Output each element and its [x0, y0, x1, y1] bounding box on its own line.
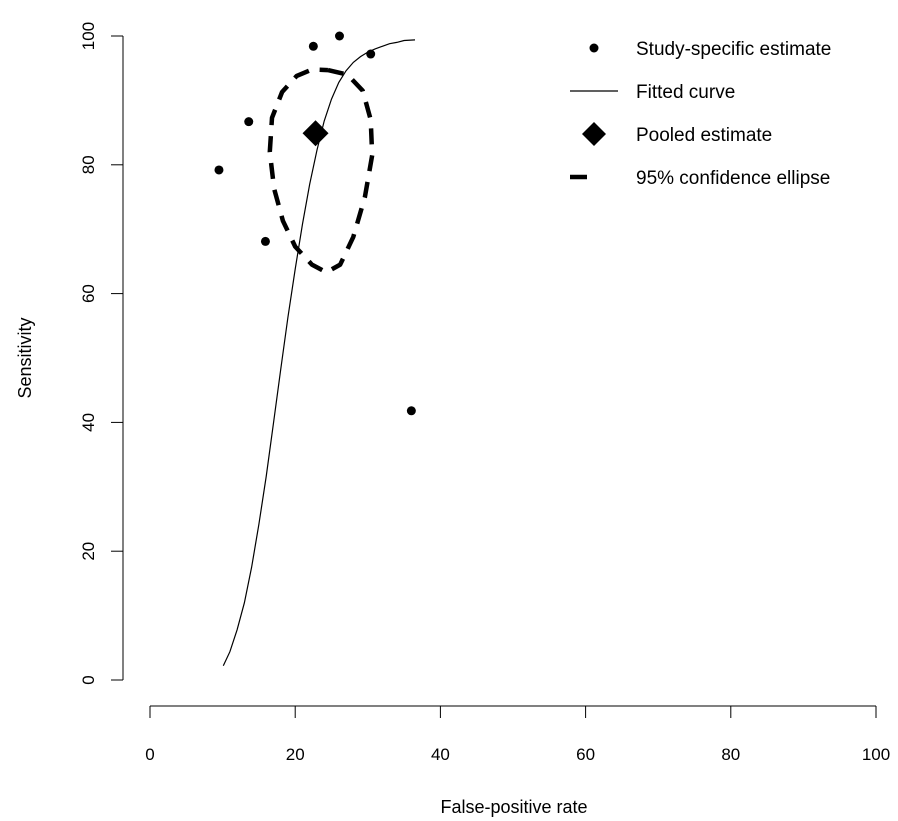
study-point [260, 236, 270, 246]
study-point [366, 49, 376, 59]
x-tick-label: 80 [721, 745, 740, 764]
study-point [244, 117, 254, 127]
x-axis-label: False-positive rate [440, 797, 587, 817]
x-tick-label: 100 [862, 745, 890, 764]
x-tick-label: 60 [576, 745, 595, 764]
y-tick-label: 80 [79, 155, 98, 174]
study-point [334, 31, 344, 41]
legend-label: Fitted curve [636, 82, 735, 103]
legend: Study-specific estimate Fitted curve Poole… [570, 39, 831, 189]
y-axis-label: Sensitivity [15, 317, 35, 398]
y-tick-label: 40 [79, 413, 98, 432]
legend-diamond-icon [582, 122, 606, 146]
legend-point-icon [589, 43, 599, 53]
y-tick-label: 100 [79, 22, 98, 50]
x-tick-label: 0 [145, 745, 154, 764]
confidence-ellipse [267, 67, 375, 275]
study-point [406, 406, 416, 416]
y-tick-label: 0 [79, 675, 98, 684]
y-tick-label: 60 [79, 284, 98, 303]
pooled-estimate-diamond [302, 120, 329, 147]
legend-label: Study-specific estimate [636, 39, 831, 60]
y-tick-label: 20 [79, 542, 98, 561]
x-tick-label: 20 [286, 745, 305, 764]
fitted-curve [222, 39, 416, 667]
legend-label: 95% confidence ellipse [636, 168, 830, 189]
y-axis: 0 20 40 60 80 100 [79, 22, 124, 685]
x-axis: 0 20 40 60 80 100 [145, 705, 890, 764]
study-point [308, 41, 318, 51]
plot-area [214, 31, 416, 667]
x-tick-label: 40 [431, 745, 450, 764]
study-point [214, 165, 224, 175]
legend-label: Pooled estimate [636, 125, 772, 146]
